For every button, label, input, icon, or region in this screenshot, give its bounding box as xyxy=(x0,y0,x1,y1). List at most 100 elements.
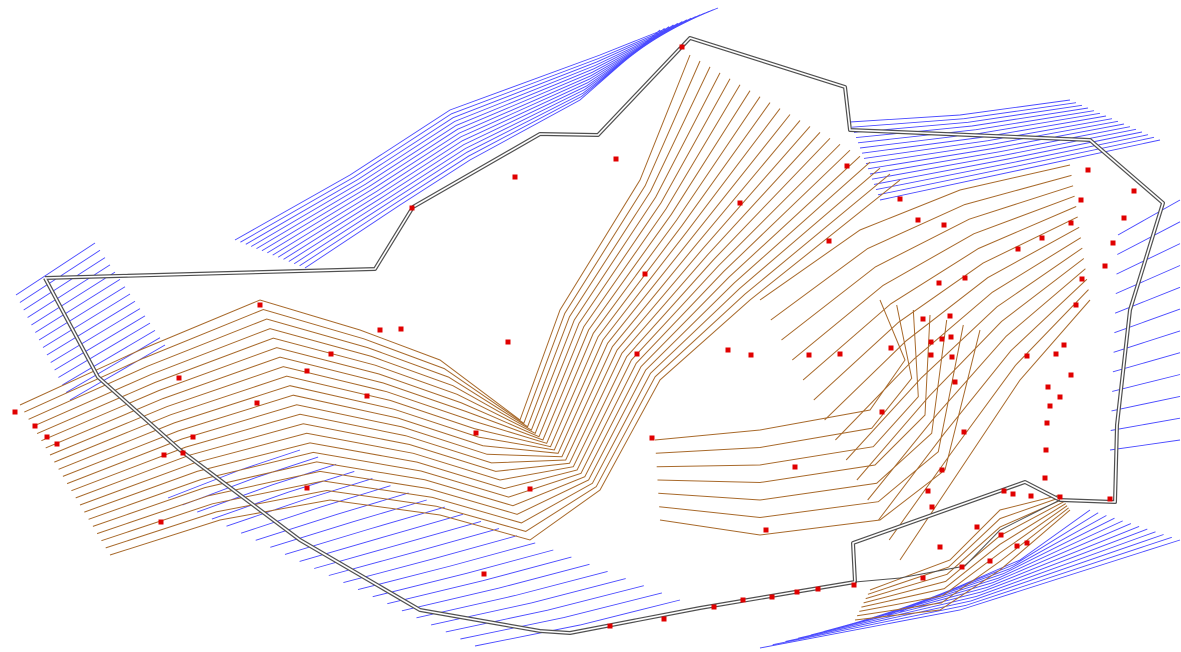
outer-contour-line xyxy=(445,585,644,633)
outer-contour-line xyxy=(245,10,710,245)
inner-contour-line xyxy=(49,96,761,456)
survey-point-marker xyxy=(527,486,533,492)
outer-contour-line xyxy=(416,570,608,619)
outer-contour-line xyxy=(859,112,1101,149)
survey-point-marker xyxy=(661,616,667,622)
survey-point-marker xyxy=(176,375,182,381)
outer-contour-line xyxy=(328,528,500,576)
outer-contour-line xyxy=(50,308,141,363)
survey-point-marker xyxy=(806,352,812,358)
outer-contour-line xyxy=(299,27,665,267)
outer-contour-line xyxy=(261,16,696,252)
survey-point-marker xyxy=(998,532,1004,538)
outer-contour-line xyxy=(810,528,1148,636)
survey-point-marker xyxy=(649,435,655,441)
site-boundary-outline xyxy=(43,36,1165,635)
survey-point-marker xyxy=(12,409,18,415)
outer-contour-line xyxy=(387,556,572,605)
survey-point-marker xyxy=(815,586,821,592)
survey-point-marker xyxy=(851,582,857,588)
inner-contour-line xyxy=(657,314,931,484)
outer-contour-line xyxy=(1117,221,1181,255)
survey-point-marker xyxy=(1107,496,1113,502)
site-boundary-inline xyxy=(44,37,1164,634)
survey-point-marker xyxy=(1121,215,1127,221)
outer-contour-line xyxy=(869,126,1131,175)
inner-contour-line xyxy=(41,84,741,442)
inner-contour-line xyxy=(96,161,871,535)
survey-point-marker xyxy=(1102,263,1108,269)
outer-contour-line xyxy=(836,523,1132,629)
inner-contour-line xyxy=(770,174,1072,321)
survey-point-marker xyxy=(974,524,980,530)
outer-contour-line xyxy=(875,134,1149,191)
survey-point-marker xyxy=(794,589,800,595)
survey-point-marker xyxy=(725,347,731,353)
inner-contour-line xyxy=(835,237,1082,441)
inner-contour-line xyxy=(75,132,821,499)
inner-contour-line xyxy=(856,258,1085,481)
outer-contour-line xyxy=(314,520,482,569)
outer-contour-line xyxy=(1114,286,1181,314)
survey-point-marker xyxy=(1015,246,1021,252)
survey-point-marker xyxy=(190,434,196,440)
survey-point-marker xyxy=(947,313,953,319)
outer-contour-line xyxy=(62,330,156,386)
survey-point-marker xyxy=(1131,188,1137,194)
outer-contour-line xyxy=(1110,417,1181,431)
outer-contour-line xyxy=(240,485,391,534)
outer-contour-line xyxy=(240,9,714,243)
survey-point-marker xyxy=(161,452,167,458)
survey-point-marker xyxy=(304,368,310,374)
inner-contour-line xyxy=(28,66,711,428)
survey-point-marker xyxy=(792,464,798,470)
survey-point-marker xyxy=(607,623,613,629)
survey-point-marker xyxy=(1047,403,1053,409)
survey-point-marker xyxy=(364,393,370,399)
inner-contour-line xyxy=(655,304,913,454)
inner-contour-line xyxy=(92,155,861,527)
survey-point-marker xyxy=(1068,220,1074,226)
survey-point-marker xyxy=(737,200,743,206)
survey-point-marker xyxy=(928,352,934,358)
survey-point-marker xyxy=(748,352,754,358)
survey-point-marker xyxy=(642,271,648,277)
survey-point-marker xyxy=(54,441,60,447)
survey-point-marker xyxy=(409,205,415,211)
inner-contour-line xyxy=(109,179,901,556)
outer-contour-line xyxy=(1117,199,1181,236)
outer-contour-line xyxy=(267,17,692,254)
survey-point-marker xyxy=(920,316,926,322)
survey-point-marker xyxy=(1024,540,1030,546)
inner-contour-line xyxy=(105,173,891,549)
survey-point-marker xyxy=(44,434,50,440)
survey-point-marker xyxy=(1042,475,1048,481)
inner-contour-line xyxy=(802,206,1077,381)
outer-contour-line xyxy=(861,517,1115,623)
survey-point-marker xyxy=(937,544,943,550)
inner-contour-line xyxy=(869,494,1061,591)
survey-point-marker xyxy=(1053,351,1059,357)
outer-contour-line xyxy=(863,118,1113,159)
survey-point-marker xyxy=(920,575,926,581)
outer-contour-line xyxy=(798,531,1156,639)
inner-contour-line xyxy=(84,143,841,513)
survey-point-marker xyxy=(941,222,947,228)
inner-contour-line xyxy=(66,120,801,485)
inner-contour-line xyxy=(859,505,1068,612)
site-boundary-partition xyxy=(854,499,1061,583)
inner-contour-line xyxy=(36,78,731,435)
outer-contour-line xyxy=(851,102,1077,128)
outer-contour-line xyxy=(1115,265,1181,295)
inner-contour-line xyxy=(878,278,1088,521)
outer-contour-lines xyxy=(15,7,1181,649)
survey-point-marker xyxy=(959,564,965,570)
outer-contour-line xyxy=(1112,374,1181,392)
survey-point-marker xyxy=(505,339,511,345)
inner-contour-line xyxy=(759,164,1071,301)
outer-contour-line xyxy=(772,536,1172,646)
survey-point-marker xyxy=(948,334,954,340)
outer-contour-line xyxy=(401,563,590,612)
inner-contour-line xyxy=(58,108,781,470)
survey-points xyxy=(12,44,1137,629)
